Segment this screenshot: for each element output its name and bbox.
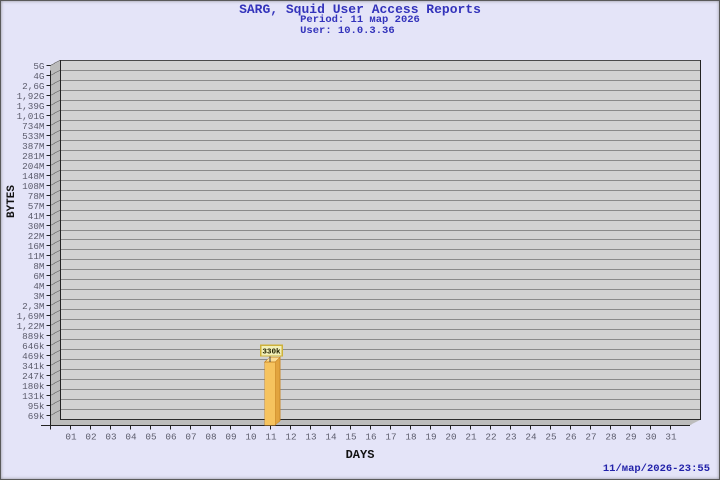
svg-text:06: 06	[165, 432, 176, 443]
svg-text:14: 14	[325, 432, 337, 443]
svg-text:25: 25	[545, 432, 556, 443]
svg-text:02: 02	[85, 432, 96, 443]
svg-text:13: 13	[305, 432, 316, 443]
svg-text:10: 10	[245, 432, 256, 443]
svg-text:18: 18	[405, 432, 416, 443]
svg-text:07: 07	[185, 432, 196, 443]
svg-text:27: 27	[585, 432, 596, 443]
svg-text:330k: 330k	[262, 348, 281, 356]
svg-text:29: 29	[625, 432, 636, 443]
svg-text:15: 15	[345, 432, 356, 443]
svg-text:09: 09	[225, 432, 236, 443]
svg-text:31: 31	[665, 432, 677, 443]
svg-text:28: 28	[605, 432, 616, 443]
svg-text:16: 16	[365, 432, 376, 443]
svg-text:20: 20	[445, 432, 456, 443]
svg-text:11: 11	[265, 432, 277, 443]
svg-text:17: 17	[385, 432, 396, 443]
svg-text:24: 24	[525, 432, 537, 443]
svg-text:22: 22	[485, 432, 496, 443]
svg-text:12: 12	[285, 432, 296, 443]
svg-text:05: 05	[145, 432, 156, 443]
svg-text:01: 01	[65, 432, 77, 443]
svg-text:21: 21	[465, 432, 477, 443]
svg-text:19: 19	[425, 432, 436, 443]
svg-text:30: 30	[645, 432, 656, 443]
svg-text:69k: 69k	[28, 411, 45, 422]
svg-text:23: 23	[505, 432, 516, 443]
svg-text:08: 08	[205, 432, 216, 443]
svg-text:04: 04	[125, 432, 137, 443]
svg-text:26: 26	[565, 432, 576, 443]
svg-text:03: 03	[105, 432, 116, 443]
